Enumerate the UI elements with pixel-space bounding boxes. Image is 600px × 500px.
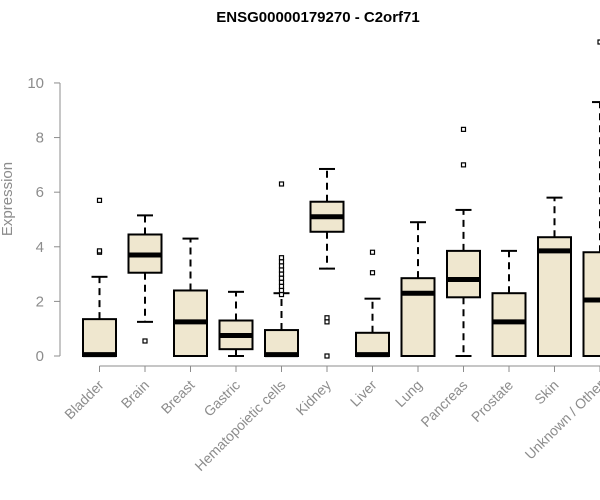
outlier-point	[324, 353, 330, 359]
box-unknown-other	[582, 39, 600, 358]
y-tick-label: 10	[27, 75, 44, 92]
outlier-point	[278, 181, 285, 187]
outlier-point	[597, 39, 600, 45]
outlier-point	[460, 162, 467, 168]
box-pancreas	[446, 126, 481, 357]
x-tick-label: Unknown / Other	[522, 377, 600, 463]
outlier-point	[324, 319, 330, 325]
x-tick-label: Kidney	[293, 377, 335, 419]
outlier-point	[460, 126, 467, 132]
outlier-point	[324, 315, 330, 321]
box-skin	[537, 196, 572, 357]
outlier-point	[278, 283, 285, 289]
outlier-point	[96, 248, 103, 254]
x-tick-label: Breast	[158, 377, 198, 417]
outlier-point	[278, 267, 285, 273]
outlier-point	[96, 197, 103, 203]
x-tick-label: Bladder	[61, 377, 107, 423]
outlier-point	[278, 259, 285, 265]
x-tick-label: Brain	[118, 377, 152, 411]
box-prostate	[491, 249, 527, 358]
boxes-group	[82, 39, 600, 359]
outlier-point	[278, 287, 285, 294]
y-tick-label: 2	[36, 293, 44, 310]
box-liver	[355, 249, 390, 358]
x-tick-label: Prostate	[468, 377, 516, 425]
iqr-box	[264, 329, 299, 358]
x-tick-label: Lung	[392, 377, 425, 410]
box-breast	[173, 237, 208, 358]
y-tick-label: 0	[36, 348, 44, 365]
outlier-point	[369, 270, 376, 276]
iqr-box	[400, 277, 436, 358]
box-lung	[400, 221, 436, 358]
box-bladder	[82, 197, 117, 358]
x-tick-label: Liver	[347, 377, 380, 410]
outlier-point	[278, 271, 285, 277]
outlier-point	[278, 291, 285, 298]
chart-title: ENSG00000179270 - C2orf71	[216, 9, 419, 26]
y-axis: 0 2 4 6 8 10	[27, 75, 61, 365]
box-hematopoietic-cells	[264, 181, 299, 358]
box-gastric	[218, 290, 254, 357]
outlier-point	[142, 338, 148, 344]
iqr-box	[491, 292, 527, 358]
iqr-box	[537, 236, 572, 357]
outlier-point	[278, 263, 285, 269]
box-kidney	[309, 167, 345, 359]
x-tick-label: Skin	[531, 377, 562, 408]
x-tick-label: Hematopoietic cells	[191, 377, 288, 474]
y-tick-label: 6	[36, 184, 44, 201]
x-tick-label: Gastric	[200, 377, 243, 420]
outlier-point	[278, 279, 285, 285]
outlier-point	[278, 255, 285, 261]
box-brain	[127, 214, 163, 344]
iqr-box	[582, 251, 600, 358]
y-tick-label: 4	[36, 239, 44, 256]
iqr-box	[446, 249, 481, 299]
outlier-point	[278, 275, 285, 281]
y-axis-label: Expression	[0, 162, 16, 236]
iqr-box	[82, 318, 117, 357]
outlier-point	[369, 249, 376, 255]
x-tick-label: Pancreas	[417, 377, 470, 430]
y-tick-label: 8	[36, 130, 44, 147]
